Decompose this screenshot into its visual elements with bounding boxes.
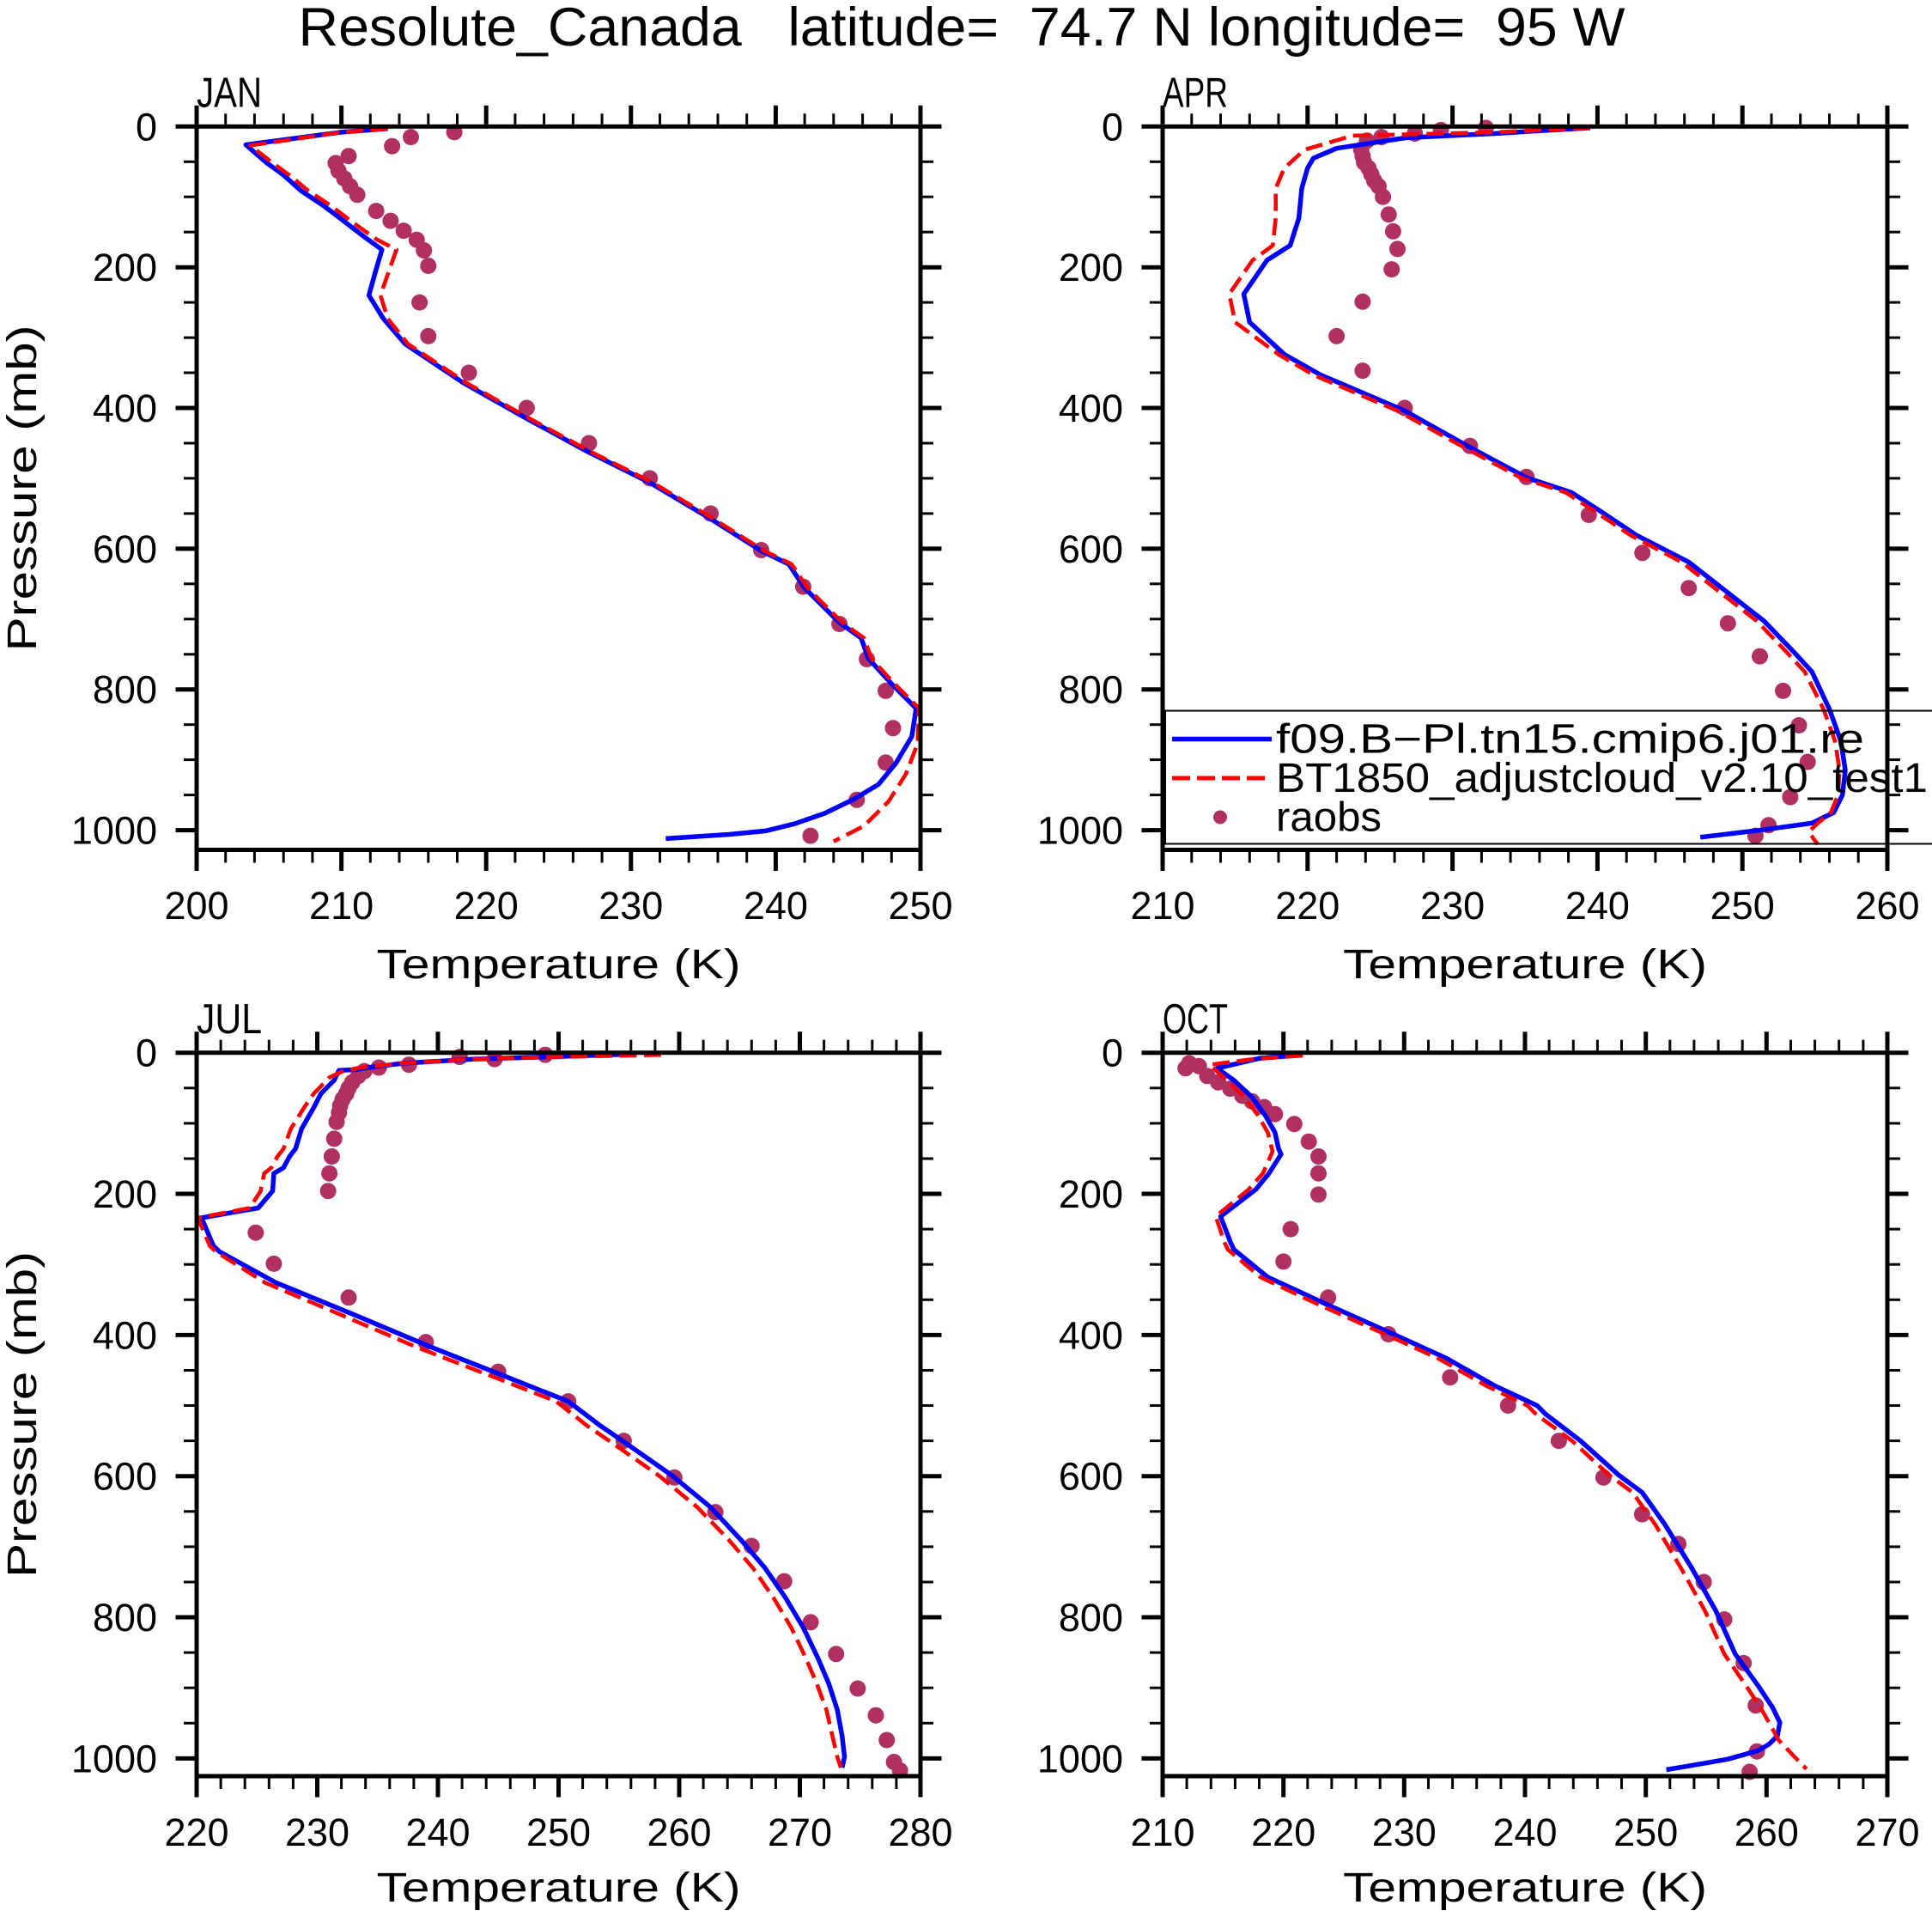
svg-text:260: 260 (647, 1810, 711, 1854)
svg-text:Temperature (K): Temperature (K) (377, 942, 741, 988)
svg-text:220: 220 (1275, 884, 1340, 928)
svg-text:600: 600 (1059, 527, 1123, 571)
svg-text:800: 800 (93, 1596, 157, 1640)
svg-text:250: 250 (888, 884, 952, 928)
svg-text:230: 230 (1372, 1810, 1437, 1854)
svg-text:JUL: JUL (197, 996, 262, 1043)
svg-text:0: 0 (136, 105, 157, 149)
svg-text:0: 0 (1102, 105, 1123, 149)
svg-text:200: 200 (1059, 1172, 1123, 1216)
svg-text:0: 0 (136, 1032, 157, 1075)
svg-text:0: 0 (1102, 1032, 1123, 1075)
svg-text:400: 400 (1059, 386, 1123, 430)
svg-text:260: 260 (1855, 884, 1919, 928)
svg-text:Temperature (K): Temperature (K) (1343, 942, 1707, 988)
svg-text:1000: 1000 (1037, 1737, 1123, 1780)
svg-text:240: 240 (1565, 884, 1630, 928)
svg-text:240: 240 (405, 1810, 470, 1854)
svg-text:f09.B−Pl.tn15.cmip6.j01.re: f09.B−Pl.tn15.cmip6.j01.re (1276, 717, 1864, 763)
svg-text:BT1850_adjustcloud_v2.10_test1: BT1850_adjustcloud_v2.10_test1 (1276, 756, 1928, 801)
svg-text:600: 600 (93, 527, 157, 571)
svg-text:250: 250 (1710, 884, 1775, 928)
svg-text:200: 200 (93, 1172, 157, 1216)
svg-text:200: 200 (93, 246, 157, 289)
svg-text:600: 600 (93, 1455, 157, 1499)
svg-text:210: 210 (1130, 1810, 1194, 1854)
svg-text:JAN: JAN (197, 70, 262, 117)
svg-text:raobs: raobs (1276, 795, 1382, 841)
svg-text:APR: APR (1163, 70, 1228, 117)
svg-text:240: 240 (1492, 1810, 1557, 1854)
svg-text:Temperature (K): Temperature (K) (377, 1865, 741, 1911)
svg-text:270: 270 (1855, 1810, 1919, 1854)
svg-text:400: 400 (93, 386, 157, 430)
svg-text:Pressure (mb): Pressure (mb) (0, 325, 46, 651)
svg-text:1000: 1000 (71, 809, 157, 853)
svg-text:Resolute_Canada latitude= 7: Resolute_Canada latitude= 74.7 N longitu… (299, 0, 1626, 58)
svg-text:400: 400 (93, 1313, 157, 1357)
svg-text:1000: 1000 (1037, 809, 1123, 853)
svg-text:1000: 1000 (71, 1737, 157, 1780)
svg-text:400: 400 (1059, 1313, 1123, 1357)
svg-text:230: 230 (285, 1810, 349, 1854)
svg-text:800: 800 (1059, 1596, 1123, 1640)
svg-text:250: 250 (1613, 1810, 1678, 1854)
svg-text:240: 240 (744, 884, 808, 928)
svg-text:200: 200 (164, 884, 228, 928)
svg-text:230: 230 (1420, 884, 1485, 928)
svg-text:800: 800 (1059, 668, 1123, 712)
svg-text:600: 600 (1059, 1455, 1123, 1499)
svg-text:Pressure (mb): Pressure (mb) (0, 1251, 46, 1578)
svg-text:200: 200 (1059, 246, 1123, 289)
svg-text:270: 270 (768, 1810, 832, 1854)
svg-text:210: 210 (309, 884, 374, 928)
svg-text:220: 220 (1251, 1810, 1315, 1854)
svg-text:800: 800 (93, 668, 157, 712)
svg-text:210: 210 (1130, 884, 1194, 928)
svg-text:Temperature (K): Temperature (K) (1343, 1865, 1707, 1911)
svg-text:220: 220 (454, 884, 519, 928)
svg-text:OCT: OCT (1163, 996, 1228, 1043)
svg-text:220: 220 (164, 1810, 228, 1854)
svg-text:280: 280 (888, 1810, 952, 1854)
svg-text:260: 260 (1735, 1810, 1799, 1854)
svg-text:250: 250 (526, 1810, 591, 1854)
svg-text:230: 230 (598, 884, 663, 928)
